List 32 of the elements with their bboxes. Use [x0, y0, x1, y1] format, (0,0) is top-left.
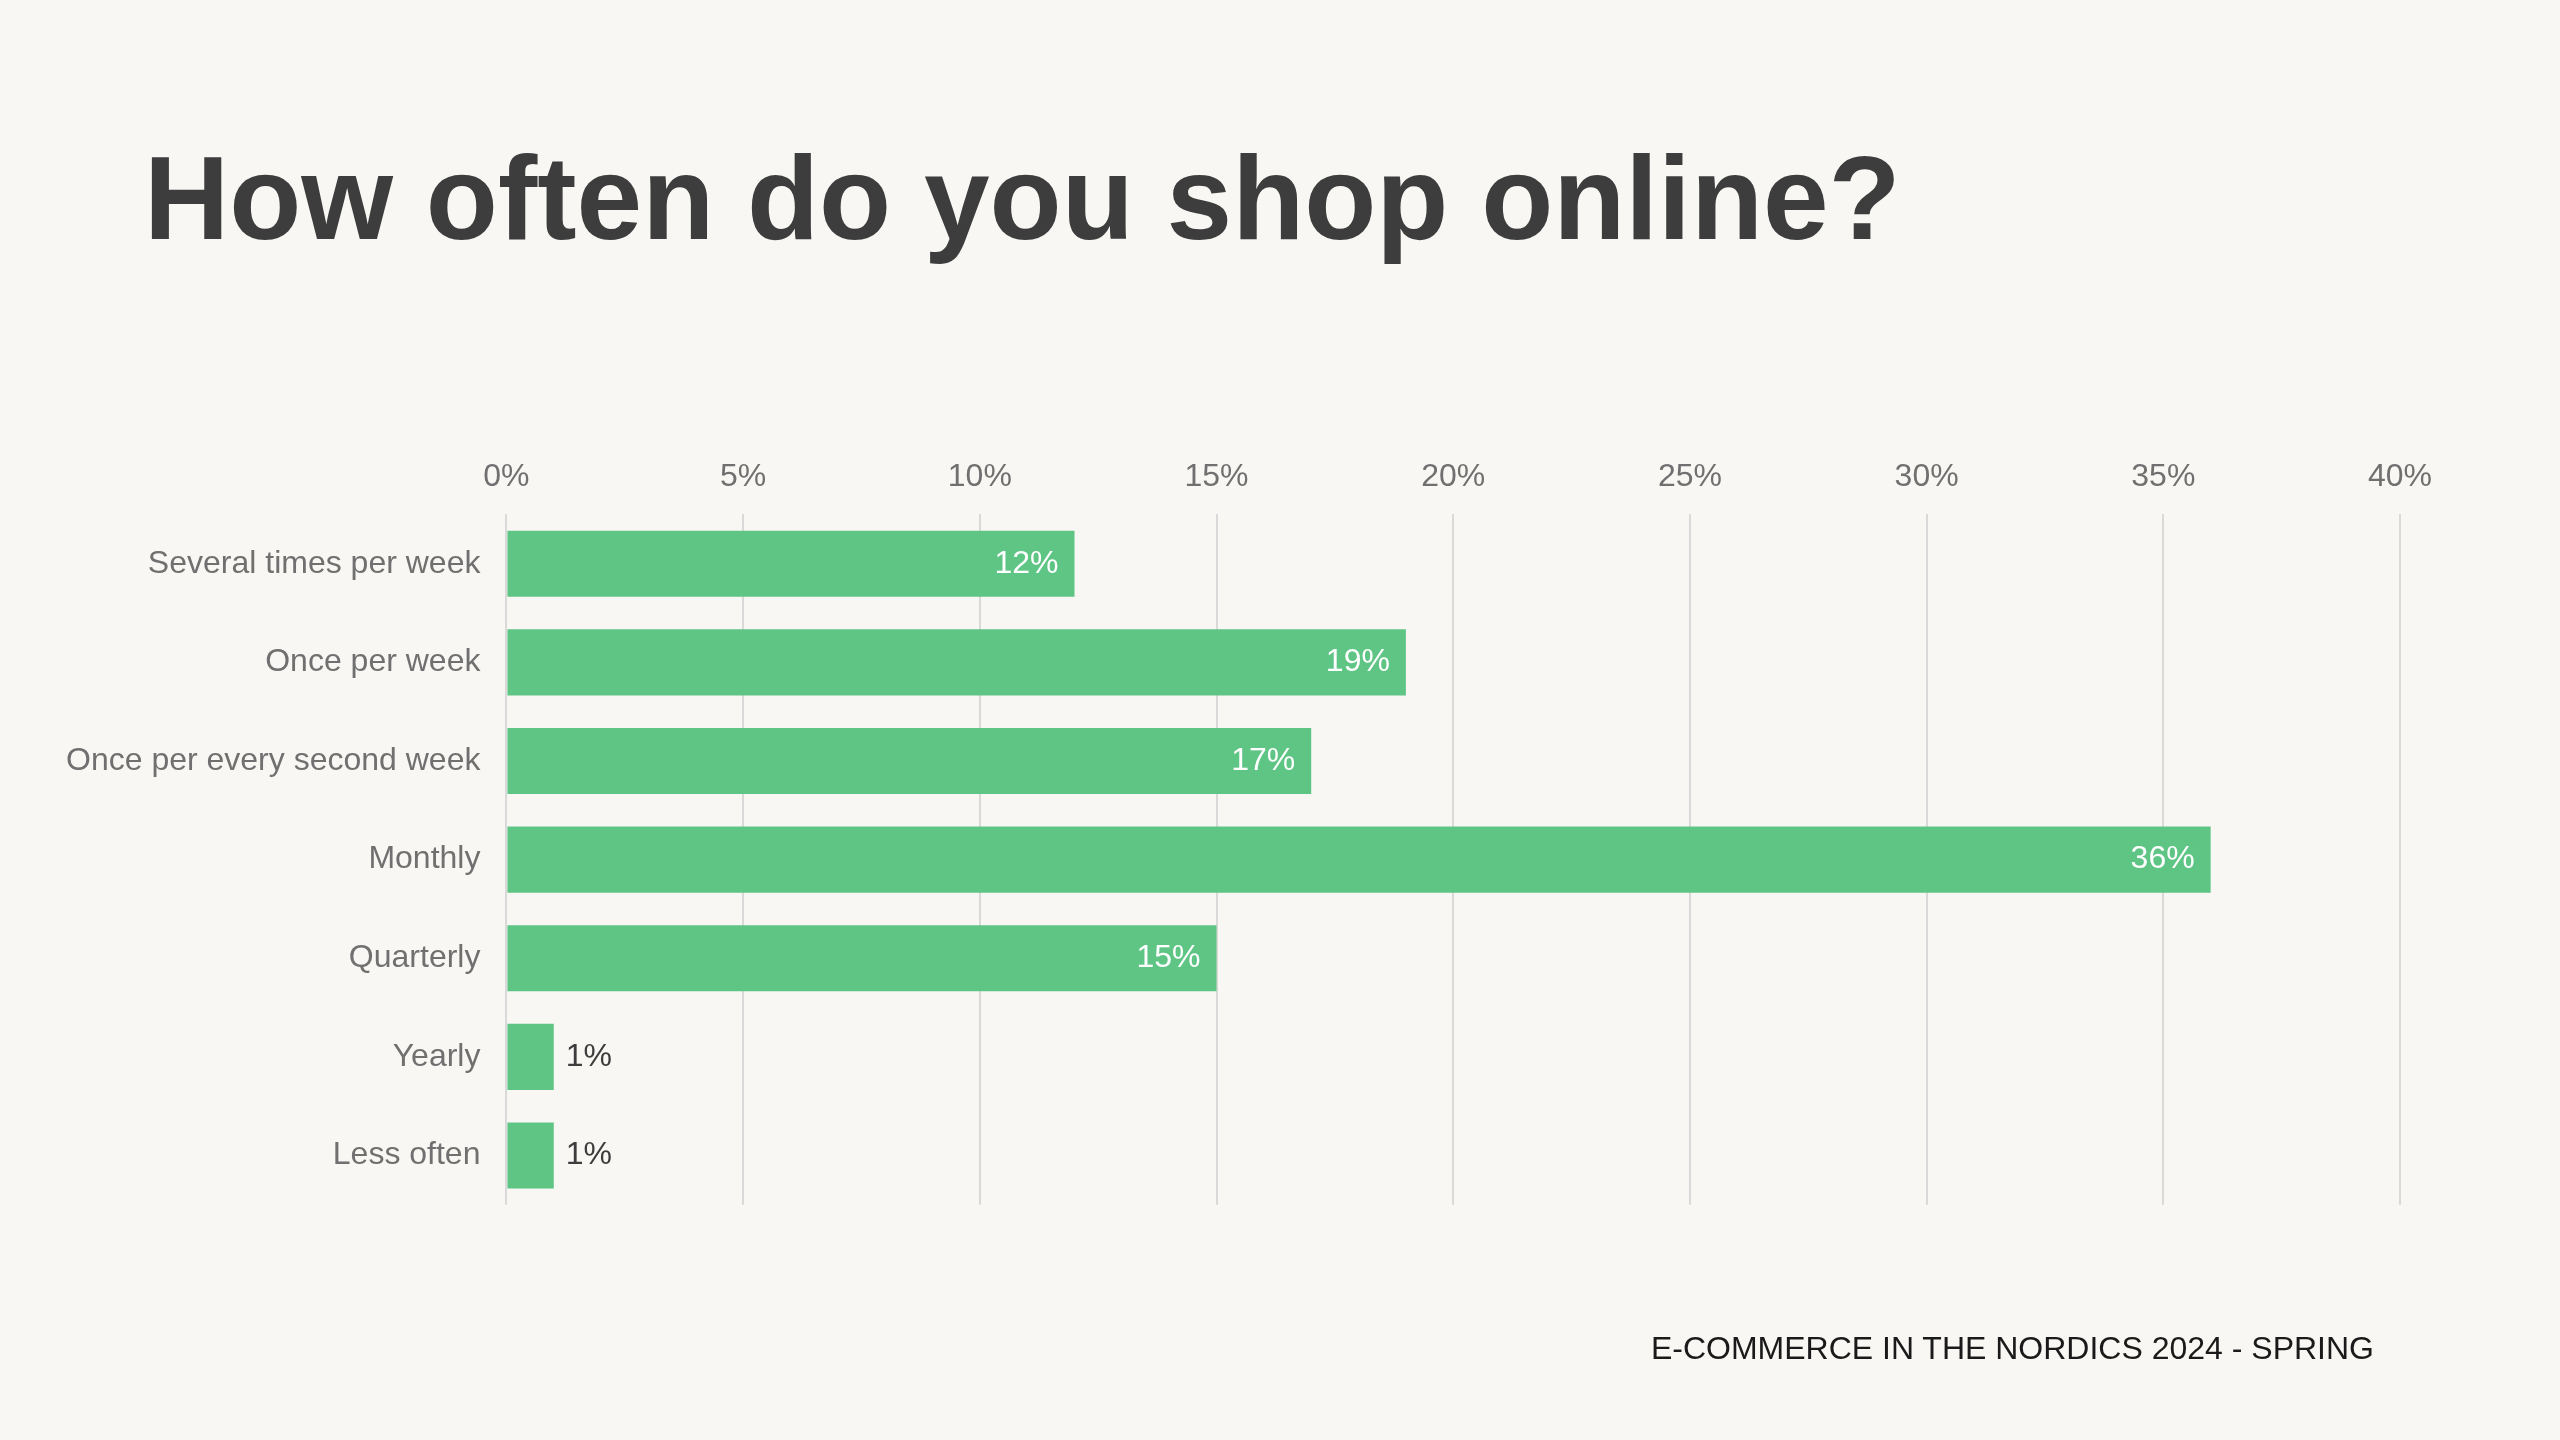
data-label: 17% [1231, 740, 1296, 777]
x-tick-label: 20% [1421, 457, 1486, 494]
y-tick-label: Yearly [392, 1036, 481, 1073]
x-tick-label: 35% [2131, 457, 2196, 494]
bar [507, 826, 2211, 893]
bar [507, 629, 1406, 696]
data-label: 12% [994, 543, 1059, 580]
bar [507, 1023, 554, 1090]
y-tick-label: Quarterly [348, 938, 481, 975]
bar [507, 925, 1217, 992]
x-tick-label: 0% [483, 457, 530, 494]
x-tick-label: 5% [720, 457, 767, 494]
data-label: 15% [1136, 938, 1201, 975]
y-tick-label: Several times per week [147, 543, 482, 580]
y-tick-label: Less often [332, 1135, 481, 1172]
bar [507, 1122, 554, 1189]
x-tick-label: 25% [1657, 457, 1722, 494]
y-tick-label: Once per week [265, 642, 482, 679]
data-label: 1% [565, 1036, 613, 1073]
data-label: 36% [2130, 839, 2195, 876]
data-label: 1% [565, 1135, 613, 1172]
x-tick-label: 15% [1184, 457, 1249, 494]
x-tick-label: 40% [2367, 457, 2433, 494]
x-tick-label: 10% [947, 457, 1012, 494]
bar [507, 727, 1312, 795]
y-tick-label: Once per every second week [66, 740, 482, 777]
bar [507, 530, 1075, 597]
chart-title: How often do you shop online? [144, 131, 1901, 266]
y-tick-label: Monthly [368, 839, 481, 876]
data-label: 19% [1325, 642, 1390, 679]
x-tick-label: 30% [1894, 457, 1959, 494]
text: E-COMMERCE IN THE NORDICS 2024 - SPRING [1650, 1330, 2374, 1367]
